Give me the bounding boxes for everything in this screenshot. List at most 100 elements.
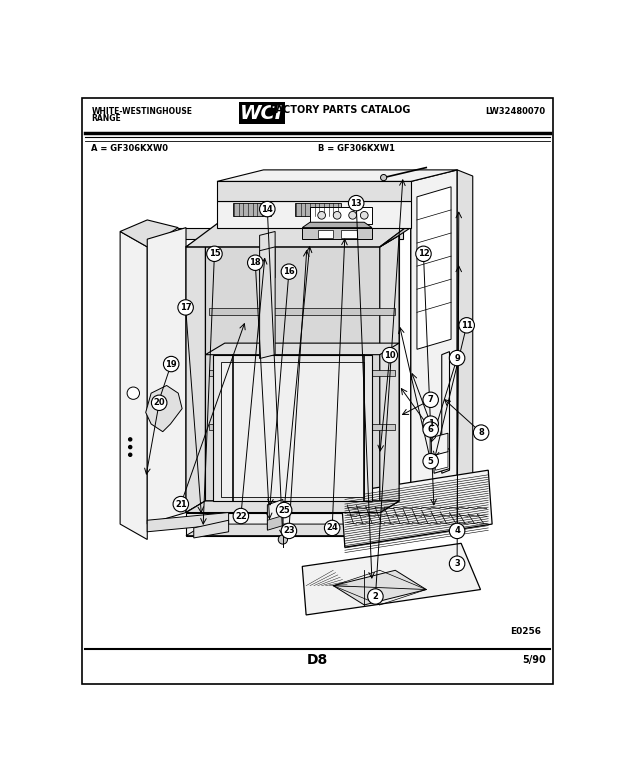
Text: 11: 11 [461, 320, 472, 330]
Text: 7: 7 [428, 396, 433, 404]
Polygon shape [267, 499, 283, 529]
Circle shape [151, 395, 167, 410]
Circle shape [128, 446, 131, 449]
Circle shape [360, 211, 368, 219]
Polygon shape [193, 520, 229, 538]
Circle shape [178, 300, 193, 315]
Text: 25: 25 [278, 505, 290, 515]
Polygon shape [210, 309, 396, 315]
Text: 14: 14 [262, 204, 273, 214]
Circle shape [277, 502, 292, 518]
Circle shape [278, 535, 288, 544]
Polygon shape [435, 451, 448, 470]
Text: 21: 21 [175, 499, 187, 509]
Circle shape [423, 392, 438, 407]
Polygon shape [434, 449, 450, 473]
Polygon shape [417, 187, 451, 349]
Circle shape [423, 422, 438, 437]
Text: 10: 10 [384, 351, 396, 360]
Text: 16: 16 [283, 267, 294, 276]
Circle shape [281, 523, 297, 539]
Text: E0256: E0256 [510, 628, 541, 636]
Text: 23: 23 [283, 526, 294, 536]
Text: RANGE: RANGE [92, 115, 121, 123]
Circle shape [317, 211, 326, 219]
Polygon shape [430, 433, 448, 457]
Circle shape [450, 556, 465, 571]
Polygon shape [410, 170, 458, 489]
Polygon shape [179, 228, 403, 239]
Polygon shape [186, 524, 399, 536]
Polygon shape [120, 220, 179, 247]
Circle shape [128, 454, 131, 457]
Polygon shape [146, 385, 182, 432]
Circle shape [450, 351, 465, 366]
Circle shape [233, 509, 249, 524]
Polygon shape [210, 424, 396, 430]
Text: 2: 2 [373, 592, 378, 601]
Polygon shape [341, 230, 356, 238]
Polygon shape [379, 235, 399, 512]
Text: 4: 4 [454, 526, 460, 536]
Polygon shape [217, 170, 458, 181]
Polygon shape [120, 231, 148, 539]
Text: 18: 18 [249, 259, 261, 267]
Circle shape [348, 196, 364, 211]
Polygon shape [441, 351, 450, 473]
Text: 19: 19 [166, 360, 177, 368]
Circle shape [348, 211, 356, 219]
Polygon shape [217, 181, 410, 200]
Polygon shape [186, 501, 399, 512]
Text: LW32480070: LW32480070 [485, 107, 546, 116]
Circle shape [459, 317, 474, 333]
Text: WHITE-WESTINGHOUSE: WHITE-WESTINGHOUSE [92, 107, 192, 116]
Circle shape [423, 416, 438, 431]
Polygon shape [186, 224, 410, 247]
Polygon shape [379, 224, 410, 247]
Polygon shape [341, 470, 492, 547]
Text: 5: 5 [428, 457, 433, 466]
Circle shape [381, 174, 387, 180]
Circle shape [128, 438, 131, 441]
Circle shape [247, 255, 263, 270]
Circle shape [206, 246, 222, 262]
Polygon shape [186, 501, 399, 512]
Text: 17: 17 [180, 303, 192, 312]
Circle shape [173, 496, 188, 512]
Circle shape [474, 425, 489, 440]
Circle shape [450, 523, 465, 539]
Polygon shape [232, 203, 272, 216]
Text: 8: 8 [478, 428, 484, 437]
Polygon shape [205, 235, 399, 501]
Polygon shape [205, 343, 399, 354]
Text: eReplacementParts.com: eReplacementParts.com [250, 409, 386, 419]
Text: 15: 15 [208, 249, 220, 259]
Polygon shape [334, 570, 427, 605]
Text: 12: 12 [418, 249, 429, 259]
Polygon shape [213, 354, 372, 501]
Text: 1: 1 [428, 420, 433, 428]
Text: 22: 22 [235, 512, 247, 521]
Polygon shape [303, 543, 480, 615]
Circle shape [324, 520, 340, 536]
Circle shape [415, 246, 432, 262]
Circle shape [334, 211, 341, 219]
Polygon shape [294, 203, 341, 216]
Text: A = GF306KXW0: A = GF306KXW0 [92, 144, 169, 152]
Polygon shape [217, 200, 410, 228]
Circle shape [164, 356, 179, 372]
Polygon shape [260, 231, 275, 282]
Polygon shape [458, 170, 472, 484]
Polygon shape [186, 512, 379, 536]
Text: 3: 3 [454, 559, 460, 568]
Polygon shape [148, 512, 229, 532]
Circle shape [382, 348, 397, 363]
Polygon shape [303, 222, 372, 228]
Text: 13: 13 [350, 199, 362, 207]
Text: 5/90: 5/90 [522, 655, 546, 665]
Polygon shape [310, 207, 372, 224]
Text: WCI: WCI [241, 104, 283, 122]
Circle shape [423, 454, 438, 469]
Polygon shape [186, 235, 399, 247]
Circle shape [260, 201, 275, 217]
